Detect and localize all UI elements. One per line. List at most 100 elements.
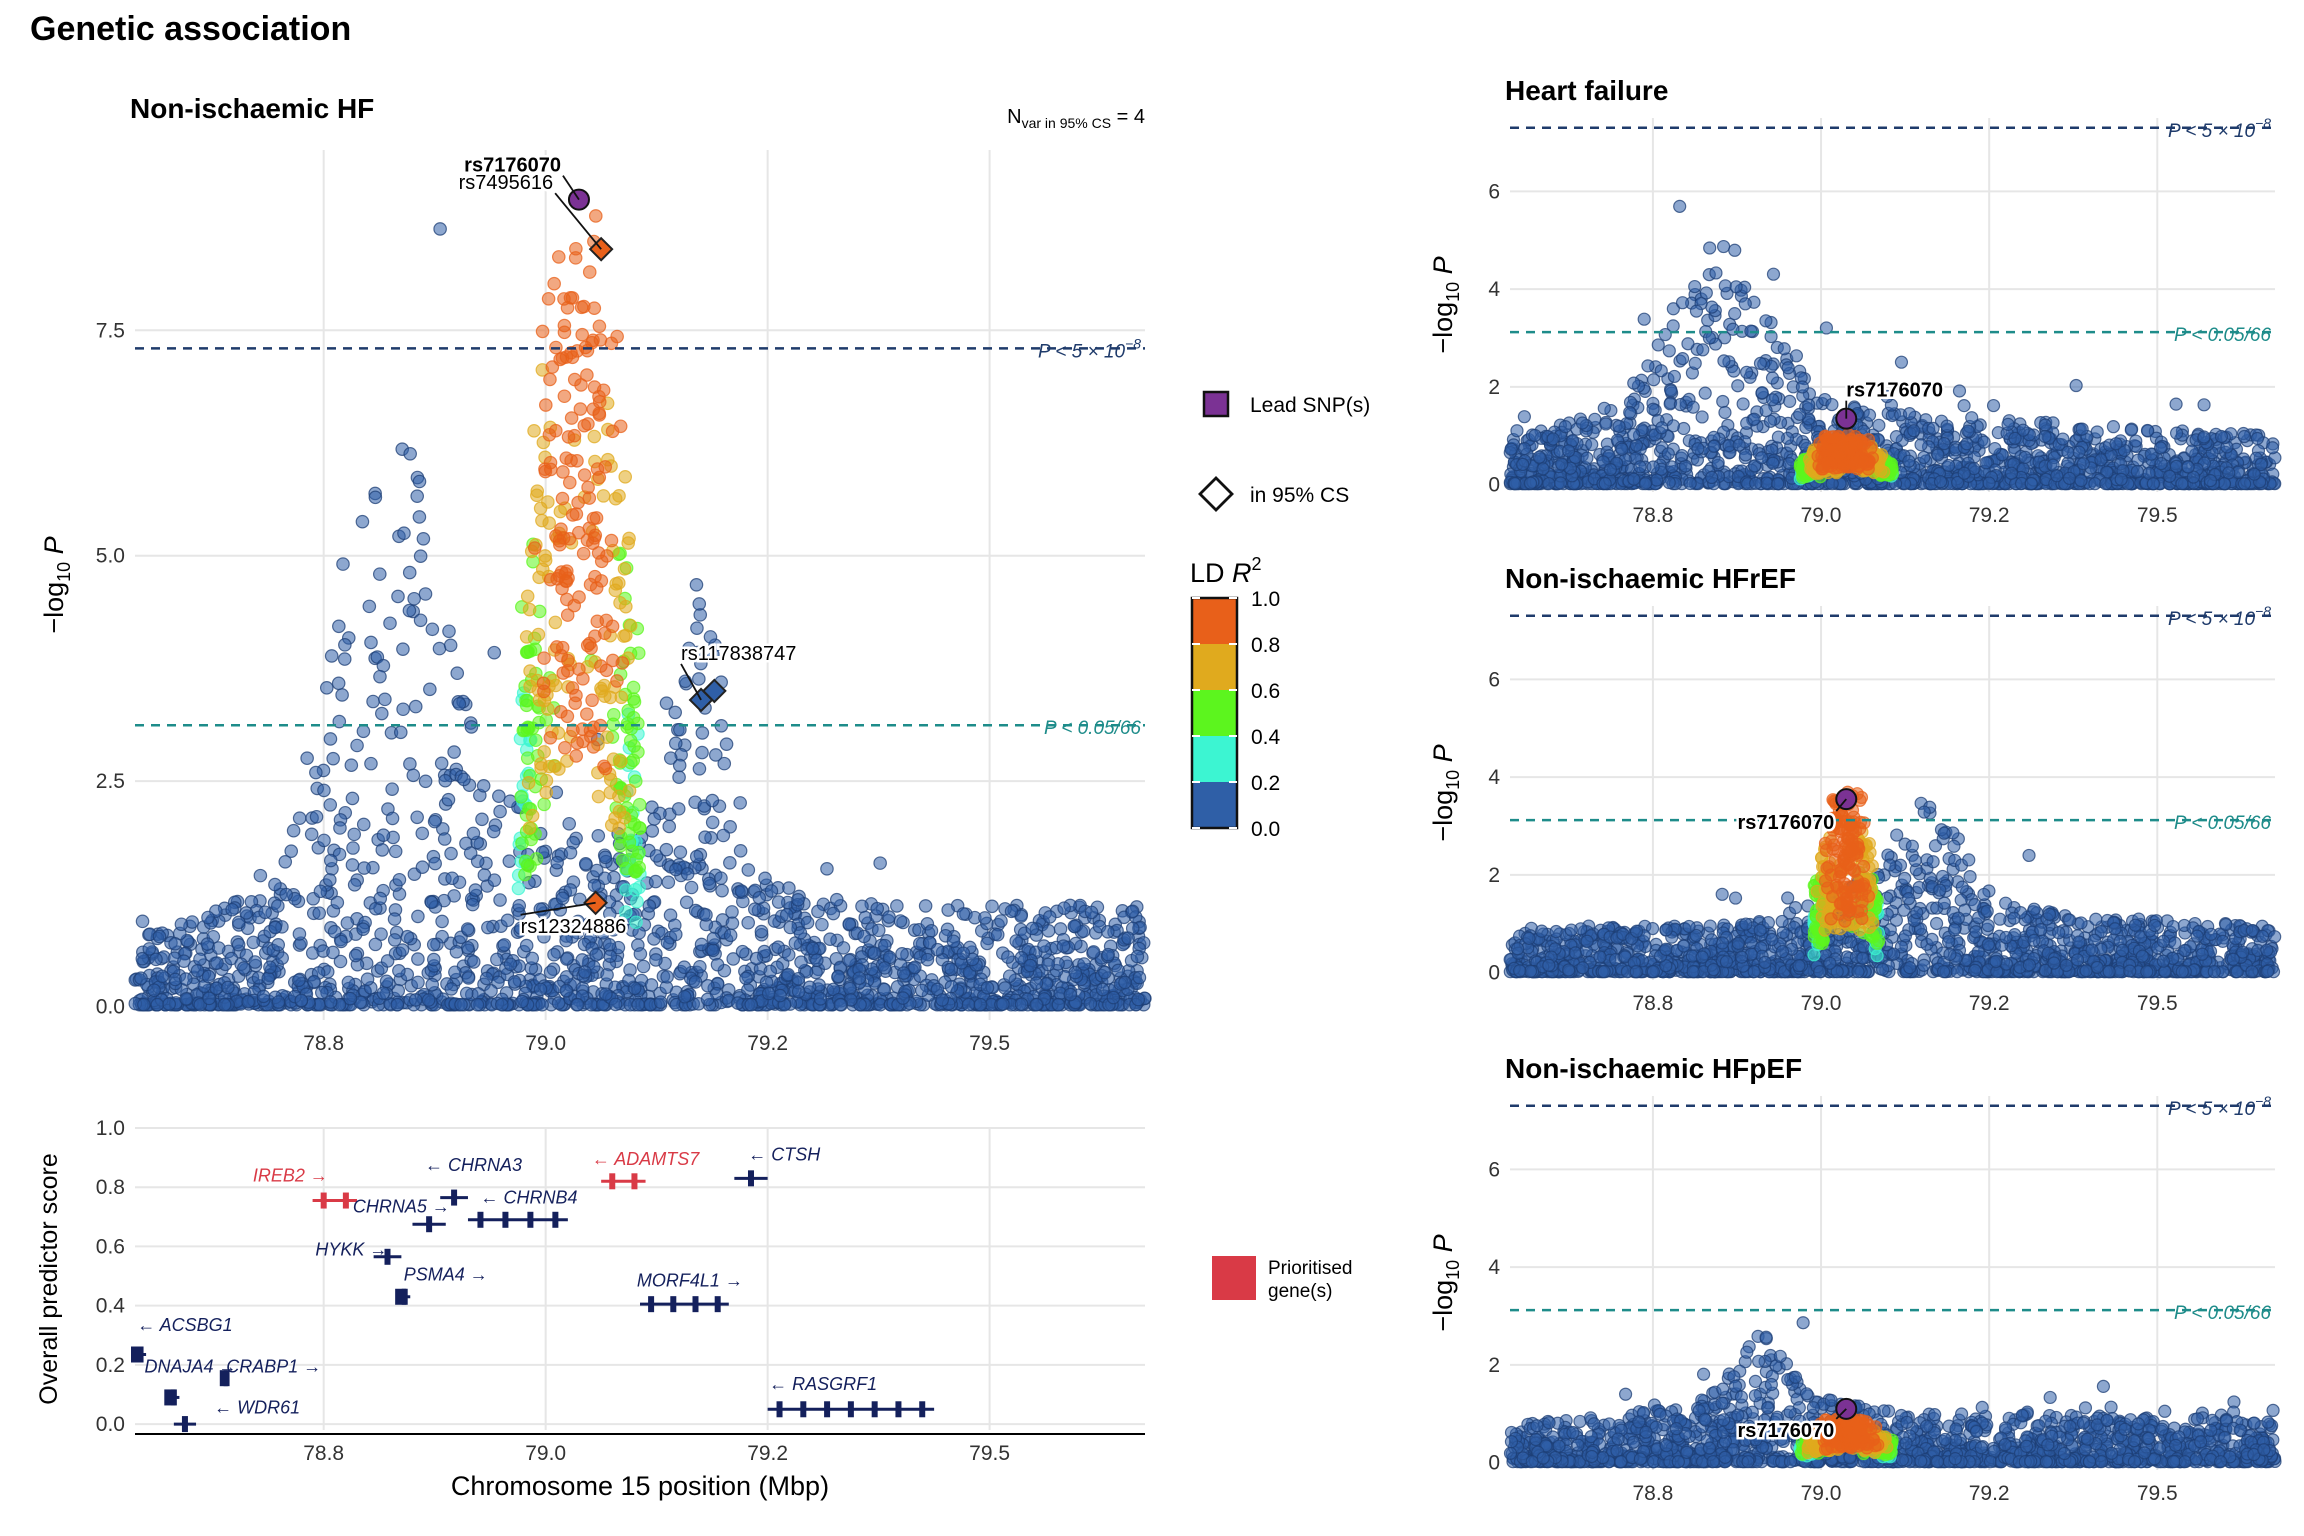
x-tick-label: 79.0 — [1801, 504, 1842, 527]
snp-point — [1650, 473, 1664, 487]
snp-point — [1658, 327, 1672, 342]
snp-point — [426, 937, 441, 952]
snp-point — [1709, 266, 1723, 280]
snp-point — [2169, 426, 2184, 440]
snp-point — [525, 808, 540, 823]
snp-point — [1834, 434, 1849, 448]
snp-point — [752, 890, 767, 905]
snp-point — [479, 971, 494, 986]
snp-point — [1907, 424, 1921, 438]
snp-point — [442, 624, 456, 639]
snp-point — [2024, 476, 2038, 491]
snp-point — [2237, 429, 2251, 444]
snp-point — [2154, 456, 2168, 471]
snp-point — [2038, 418, 2052, 432]
snp-point — [1683, 476, 1697, 491]
snp-point — [557, 325, 572, 340]
snp-point — [543, 462, 558, 477]
snp-point — [1083, 996, 1098, 1011]
snp-point — [791, 893, 805, 907]
snp-point — [492, 789, 506, 803]
snp-point — [598, 460, 613, 474]
snp-point — [1675, 448, 1689, 463]
snp-point — [147, 983, 161, 998]
snp-point — [791, 971, 806, 986]
snp-point — [706, 931, 721, 946]
snp-point — [1106, 990, 1121, 1005]
snp-point — [1615, 442, 1629, 456]
snp-point — [304, 827, 319, 842]
snp-point — [1517, 442, 1532, 456]
snp-point — [388, 844, 403, 859]
snp-point — [725, 905, 739, 919]
snp-point — [533, 902, 548, 916]
snp-point — [930, 942, 945, 957]
snp-point — [680, 867, 695, 881]
snp-point — [985, 899, 999, 914]
snp-point — [408, 993, 423, 1007]
snp-point — [944, 979, 959, 994]
snp-point — [2130, 464, 2144, 479]
snp-point — [356, 922, 370, 936]
snp-point — [323, 873, 337, 887]
snp-point — [375, 843, 390, 857]
snp-point — [695, 726, 710, 740]
snp-point — [717, 756, 732, 771]
snp-point — [2094, 453, 2108, 467]
panel-title: Non-ischaemic HF — [130, 93, 374, 124]
snp-point — [603, 949, 618, 963]
snp-point — [599, 987, 613, 1001]
snp-point — [2076, 457, 2090, 471]
snp-point — [574, 300, 589, 315]
snp-point — [2038, 429, 2052, 444]
snp-point — [1118, 975, 1132, 990]
snp-point — [323, 853, 338, 868]
snp-point — [956, 907, 971, 921]
snp-point — [836, 941, 851, 955]
snp-point — [589, 511, 604, 525]
snp-point — [2214, 429, 2229, 444]
snp-point — [464, 720, 479, 734]
snp-point — [1716, 239, 1731, 254]
snp-point — [1717, 354, 1731, 368]
snp-point — [155, 969, 170, 984]
snp-point — [527, 424, 541, 438]
snp-point — [783, 920, 798, 935]
snp-point — [548, 615, 563, 630]
snp-point — [470, 997, 485, 1012]
snp-point — [1979, 456, 1993, 470]
snp-point — [402, 603, 417, 618]
snp-point — [383, 616, 397, 631]
snp-point — [1841, 460, 1855, 474]
snp-point — [403, 446, 417, 461]
snp-point — [1623, 405, 1637, 420]
snp-point — [493, 893, 507, 907]
snp-point — [1771, 477, 1785, 491]
snp-point — [857, 929, 871, 944]
snp-point — [427, 952, 441, 967]
snp-point — [1696, 343, 1710, 357]
snp-point — [356, 724, 371, 739]
snp-point — [530, 488, 544, 503]
snp-point — [944, 962, 958, 977]
snp-point — [421, 993, 436, 1007]
snp-point — [1041, 957, 1055, 972]
snp-point — [608, 583, 623, 598]
snp-point — [647, 812, 662, 826]
snp-point — [811, 904, 825, 919]
snp-point — [221, 980, 235, 995]
snp-point — [538, 398, 553, 412]
x-tick-label: 78.8 — [1632, 992, 1673, 1015]
snp-point — [1558, 420, 1572, 434]
snp-point — [593, 659, 608, 673]
snp-point — [1965, 411, 1979, 425]
snp-point — [177, 954, 191, 968]
snp-point — [660, 970, 674, 984]
snp-point — [555, 891, 570, 906]
snp-point — [739, 971, 753, 986]
snp-point — [368, 490, 383, 505]
snp-point — [411, 952, 425, 966]
snp-point — [568, 696, 582, 711]
snp-point — [525, 951, 540, 966]
